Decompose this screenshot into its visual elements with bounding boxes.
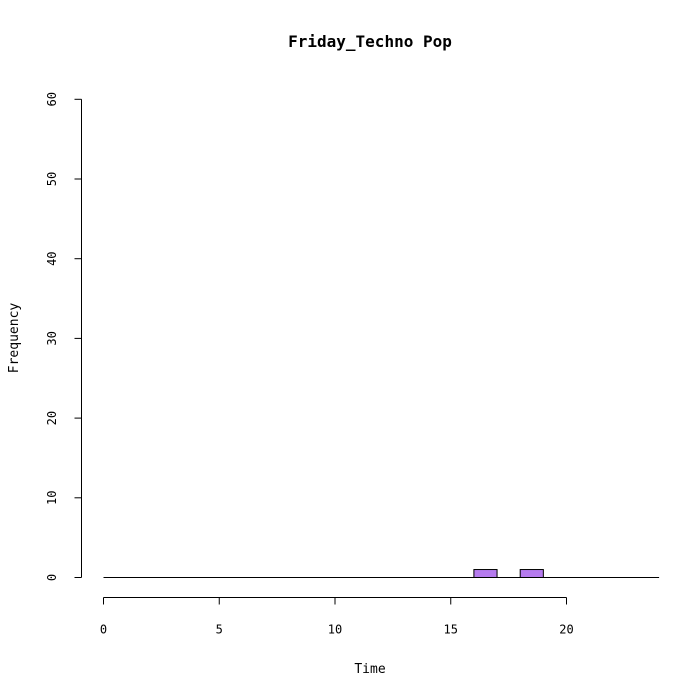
histogram-bar bbox=[473, 569, 498, 579]
x-axis: 0 5 10 15 20 bbox=[100, 597, 574, 637]
histogram-bar bbox=[519, 569, 544, 579]
x-tick-label: 10 bbox=[328, 623, 342, 637]
x-tick-label: 20 bbox=[559, 623, 573, 637]
y-tick-label: 60 bbox=[45, 92, 59, 106]
y-tick-label: 50 bbox=[45, 172, 59, 186]
y-axis-label: Frequency bbox=[7, 303, 22, 374]
chart-title: Friday_Techno Pop bbox=[288, 32, 452, 51]
y-axis: 0 10 20 30 40 50 60 bbox=[45, 92, 82, 581]
x-tick-label: 15 bbox=[444, 623, 458, 637]
x-tick-label: 0 bbox=[100, 623, 107, 637]
y-tick-label: 40 bbox=[45, 251, 59, 265]
x-tick-label: 5 bbox=[216, 623, 223, 637]
y-tick-label: 20 bbox=[45, 411, 59, 425]
bars-layer bbox=[103, 569, 660, 579]
y-tick-label: 0 bbox=[45, 574, 59, 581]
x-axis-label: Time bbox=[354, 662, 385, 677]
y-tick-label: 30 bbox=[45, 331, 59, 345]
y-tick-label: 10 bbox=[45, 491, 59, 505]
